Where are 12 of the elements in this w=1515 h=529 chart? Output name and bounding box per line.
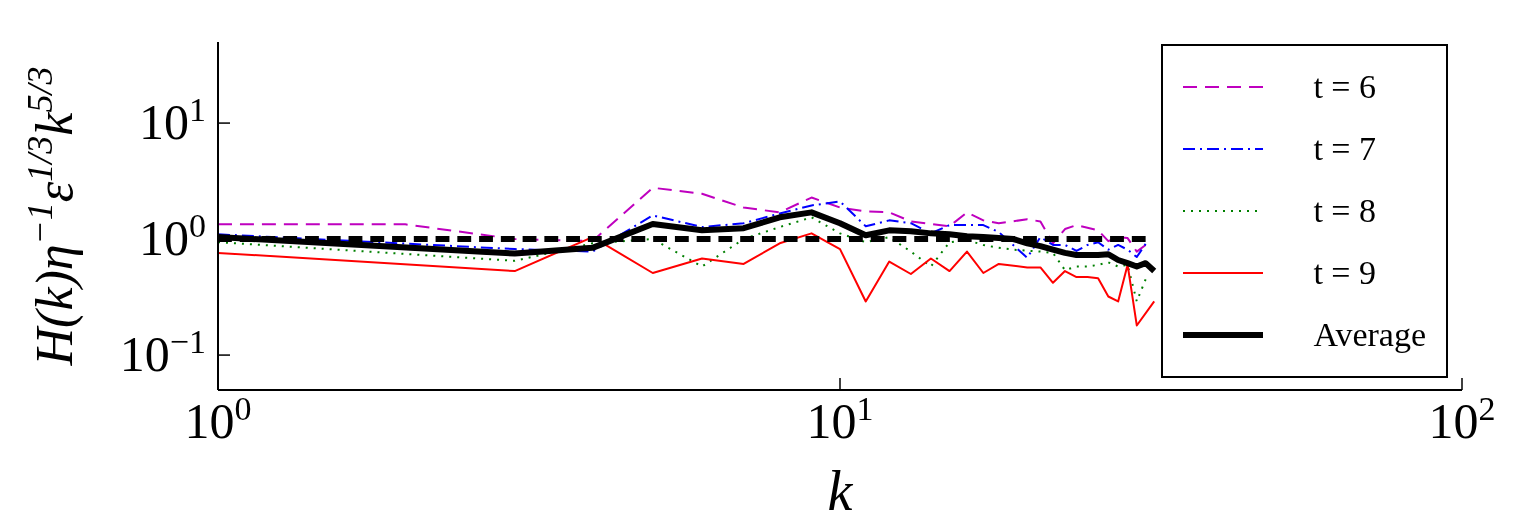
x-axis-title: k xyxy=(827,460,854,522)
legend-label: t = 7 xyxy=(1313,130,1376,168)
y-tick-label: 10$^{−1}$ xyxy=(119,322,206,383)
legend-label: Average xyxy=(1313,316,1426,354)
y-tick-label: 10$^{0}$ xyxy=(139,206,206,267)
x-tick-label: 10$^{2}$ xyxy=(1428,389,1496,449)
x-tick-label: 10$^{0}$ xyxy=(184,389,252,449)
legend-label: t = 9 xyxy=(1313,254,1376,292)
legend-label: t = 6 xyxy=(1313,68,1376,106)
legend-label: t = 8 xyxy=(1313,192,1376,230)
x-tick-label: 10$^{1}$ xyxy=(806,389,874,449)
y-tick-label: 10$^{1}$ xyxy=(139,90,206,151)
